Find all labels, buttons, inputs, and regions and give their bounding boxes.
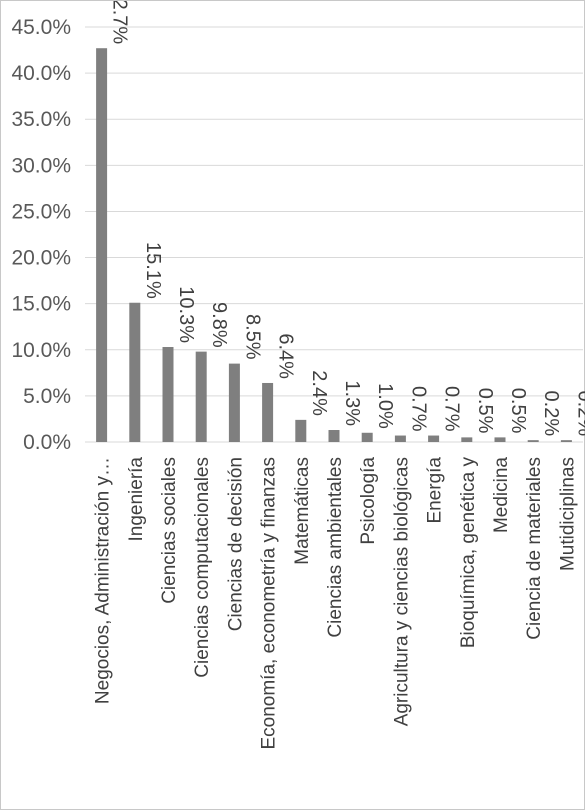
category-label: Matemáticas <box>292 457 313 565</box>
y-tick-label: 30.0% <box>11 154 71 177</box>
category-label: Psicología <box>358 457 379 545</box>
data-label: 0.7% <box>441 386 463 432</box>
bar <box>361 432 373 442</box>
category-label: Energía <box>425 457 446 524</box>
y-tick-label: 35.0% <box>11 108 71 131</box>
data-label: 0.7% <box>407 386 429 432</box>
data-label: 2.4% <box>308 370 330 416</box>
category-label: Medicina <box>491 457 512 533</box>
data-label: 10.3% <box>175 286 197 343</box>
bar <box>394 435 406 442</box>
data-label: 1.0% <box>374 383 396 429</box>
y-tick-label: 40.0% <box>11 62 71 85</box>
category-label: Bioquímica, genética y <box>458 457 479 649</box>
bar <box>129 302 141 442</box>
category-label: Ciencia de materiales <box>524 457 545 640</box>
y-tick-label: 10.0% <box>11 339 71 362</box>
data-label: 6.4% <box>275 333 297 379</box>
y-tick-label: 20.0% <box>11 247 71 270</box>
category-label: Negocios, Administración y… <box>93 457 114 704</box>
bar <box>428 435 440 442</box>
y-tick-label: 0.0% <box>23 431 71 454</box>
bar <box>162 347 174 442</box>
category-label: Economía, econometría y finanzas <box>259 457 280 750</box>
category-label: Agricultura y ciencias biológicas <box>391 457 412 726</box>
data-label: 0.2% <box>540 391 562 437</box>
bar <box>527 440 539 442</box>
data-labels: 42.7% 15.1% 10.3% 9.8% 8.5% 6.4% 2.4% 1.3% 1.0% 0… <box>109 1 585 436</box>
bar <box>461 437 473 442</box>
bar <box>328 430 340 442</box>
category-label: Ciencias de decisión <box>225 457 246 631</box>
y-tick-label: 15.0% <box>11 293 71 316</box>
y-axis-ticks: 0.0% 5.0% 10.0% 15.0% 20.0% 25.0% 30.0% 35.0% 40… <box>11 16 71 454</box>
category-label: Ingeniería <box>126 457 147 542</box>
data-label: 15.1% <box>142 242 164 299</box>
bar <box>560 440 572 442</box>
category-label: Ciencias ambientales <box>325 457 346 638</box>
data-label: 42.7% <box>109 1 131 44</box>
y-tick-label: 25.0% <box>11 200 71 223</box>
data-label: 0.5% <box>507 388 529 434</box>
bar <box>195 351 207 442</box>
bar <box>494 437 506 442</box>
bar <box>262 382 274 442</box>
data-label: 0.2% <box>573 391 585 437</box>
y-tick-label: 5.0% <box>23 385 71 408</box>
category-label: Ciencias computacionales <box>192 457 213 678</box>
bar <box>295 419 307 442</box>
category-label: Mutidiciplinas <box>557 457 578 571</box>
data-label: 9.8% <box>208 302 230 348</box>
data-label: 0.5% <box>474 388 496 434</box>
data-label: 8.5% <box>241 314 263 360</box>
data-label: 1.3% <box>341 380 363 426</box>
category-labels: Negocios, Administración y… Ingeniería Cie… <box>93 457 579 750</box>
bars <box>96 48 572 442</box>
gridlines <box>85 26 583 443</box>
bar <box>228 363 240 442</box>
bar <box>96 48 108 442</box>
y-tick-label: 45.0% <box>11 16 71 39</box>
category-label: Ciencias sociales <box>159 457 180 604</box>
